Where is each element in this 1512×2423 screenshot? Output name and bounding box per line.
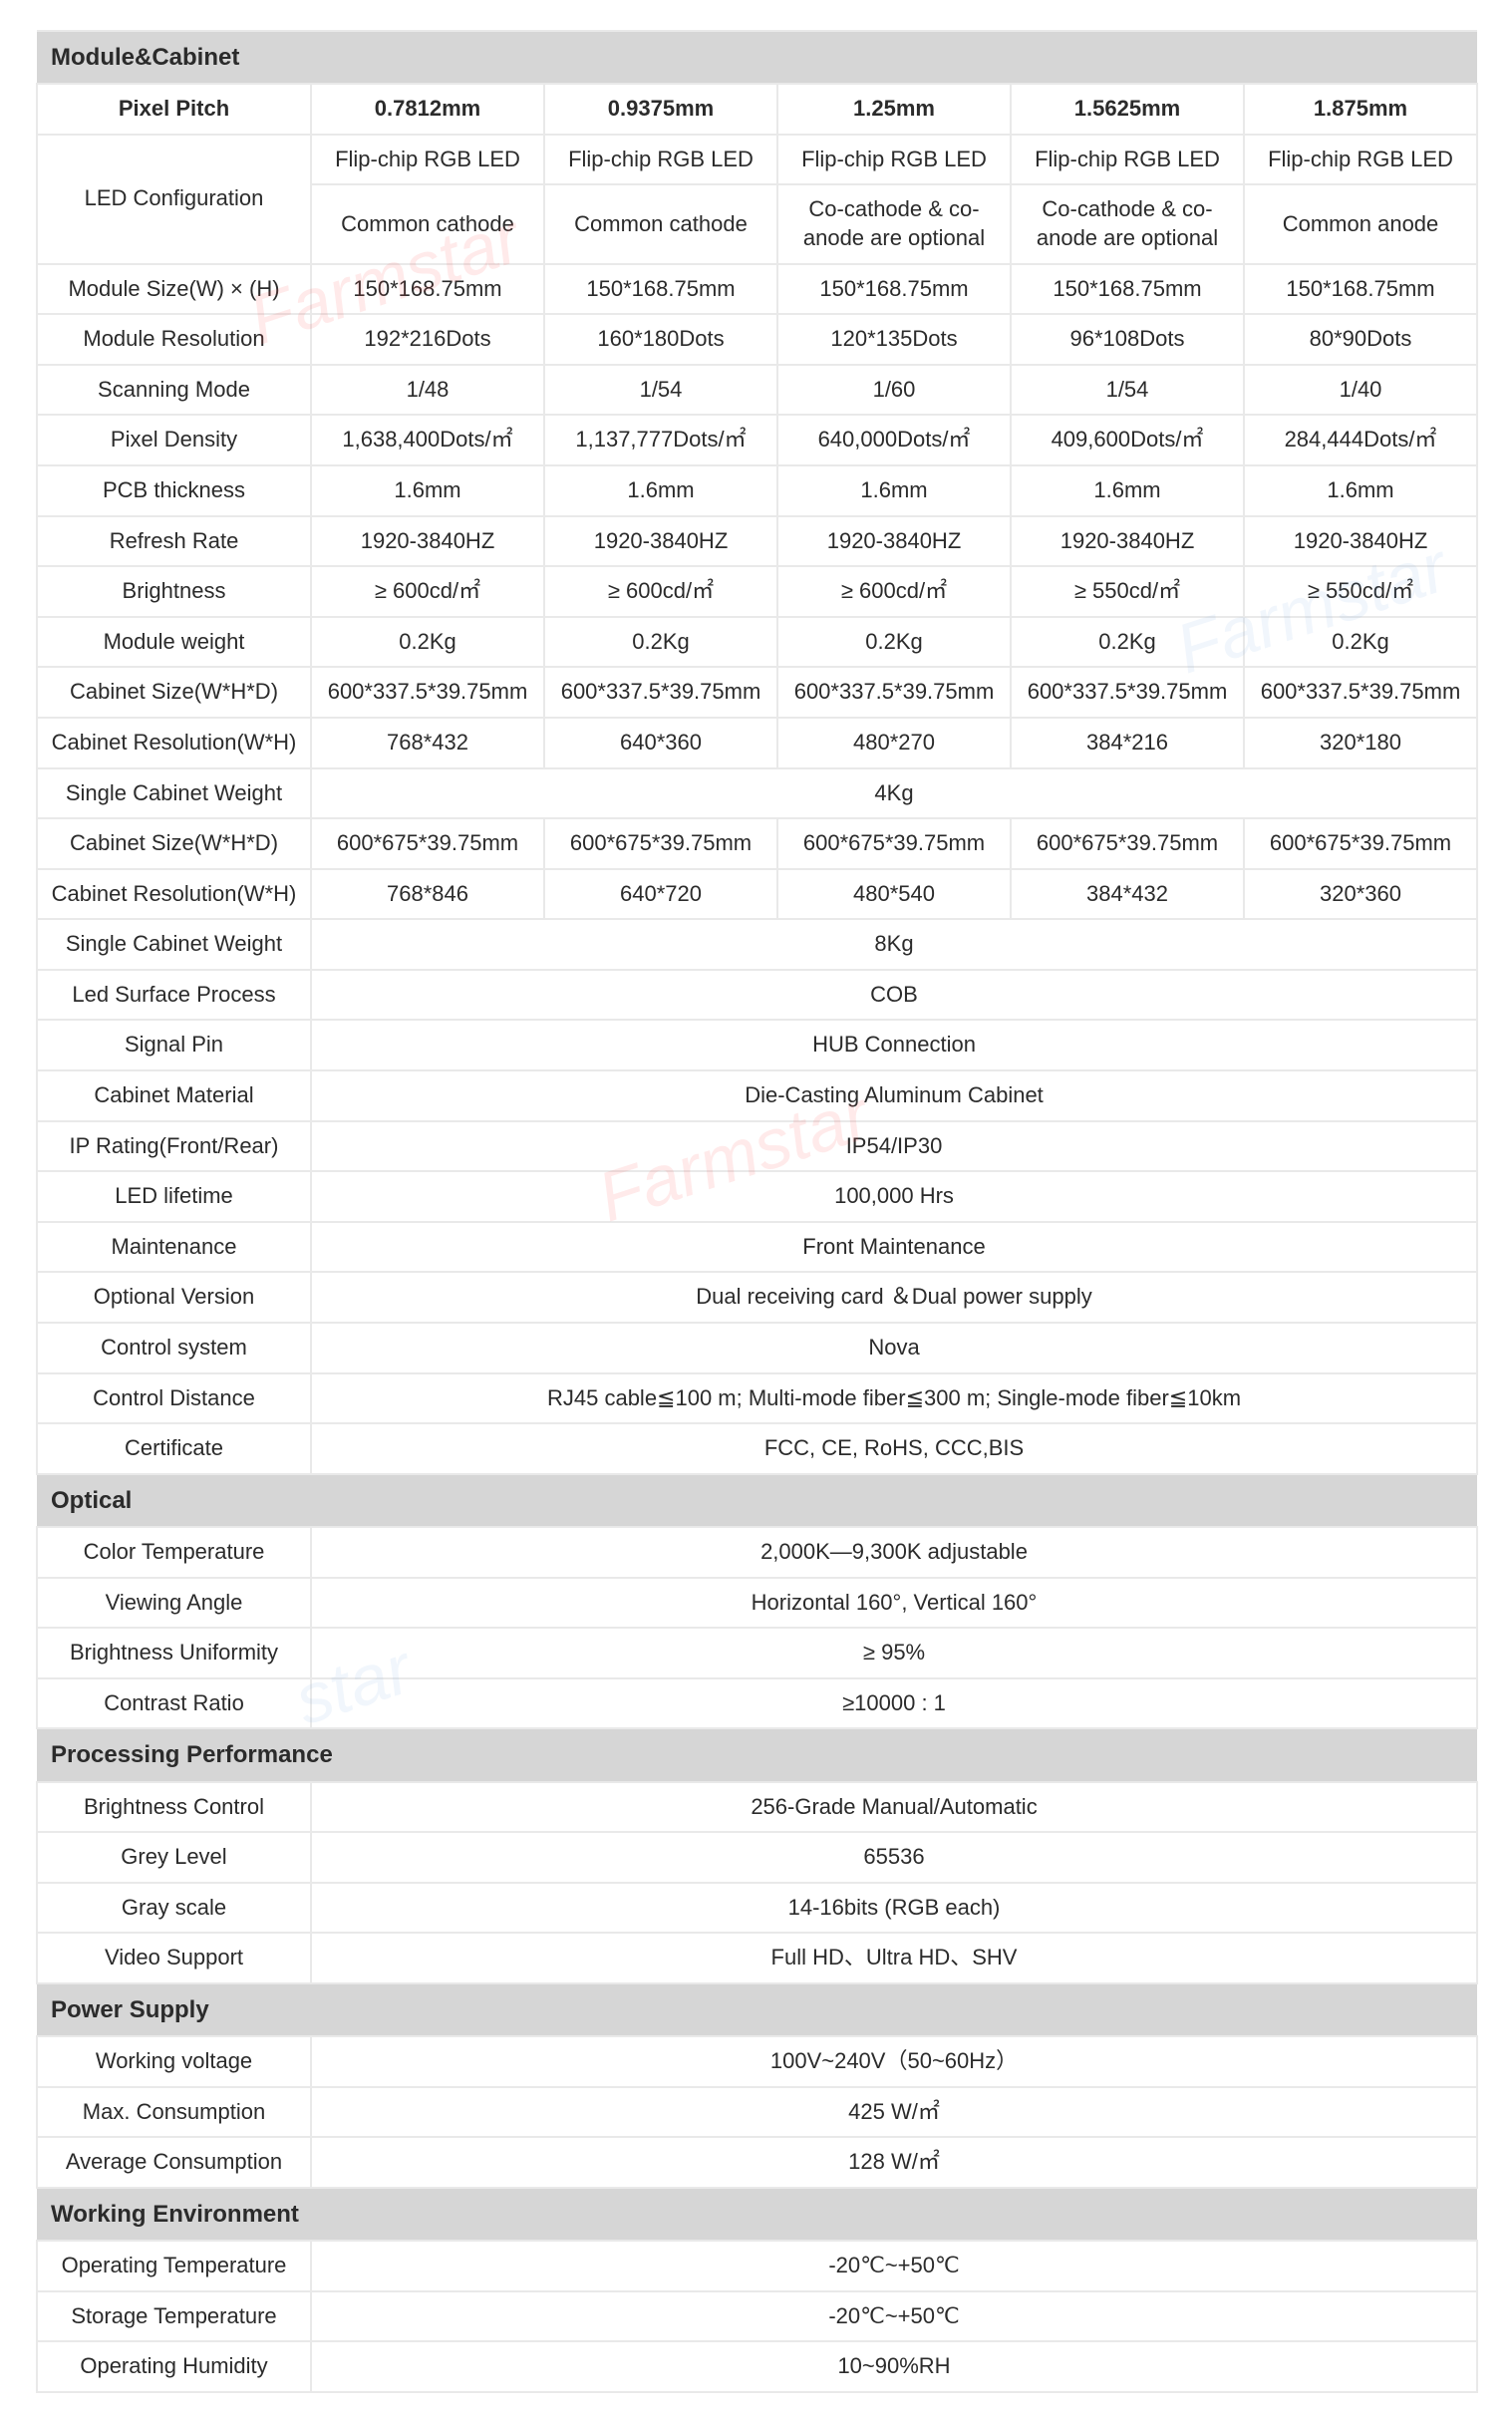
row-cabinet-size-1: Cabinet Size(W*H*D) 600*337.5*39.75mm600…: [37, 667, 1477, 718]
row-brightness-uniformity: Brightness Uniformity≥ 95%: [37, 1628, 1477, 1678]
row-max-consumption: Max. Consumption425 W/㎡: [37, 2087, 1477, 2138]
col-2: 1.25mm: [777, 84, 1011, 135]
row-viewing-angle: Viewing AngleHorizontal 160°, Vertical 1…: [37, 1578, 1477, 1629]
row-ip-rating: IP Rating(Front/Rear) IP54/IP30: [37, 1121, 1477, 1172]
header-label: Pixel Pitch: [37, 84, 311, 135]
row-avg-consumption: Average Consumption128 W/㎡: [37, 2137, 1477, 2188]
col-0: 0.7812mm: [311, 84, 544, 135]
col-1: 0.9375mm: [544, 84, 777, 135]
col-3: 1.5625mm: [1011, 84, 1244, 135]
row-pixel-density: Pixel Density 1,638,400Dots/㎡1,137,777Do…: [37, 415, 1477, 465]
header-row: Pixel Pitch 0.7812mm 0.9375mm 1.25mm 1.5…: [37, 84, 1477, 135]
led-config-label: LED Configuration: [37, 135, 311, 264]
row-gray-scale: Gray scale14-16bits (RGB each): [37, 1883, 1477, 1934]
section-environment: Working Environment: [37, 2188, 1477, 2241]
row-grey-level: Grey Level65536: [37, 1832, 1477, 1883]
row-led-config-1: LED Configuration Flip-chip RGB LED Flip…: [37, 135, 1477, 185]
row-working-voltage: Working voltage100V~240V（50~60Hz）: [37, 2036, 1477, 2087]
row-led-lifetime: LED lifetime 100,000 Hrs: [37, 1171, 1477, 1222]
section-optical: Optical: [37, 1474, 1477, 1527]
row-scanning-mode: Scanning Mode 1/481/541/601/541/40: [37, 365, 1477, 416]
row-cabinet-material: Cabinet Material Die-Casting Aluminum Ca…: [37, 1070, 1477, 1121]
row-maintenance: Maintenance Front Maintenance: [37, 1222, 1477, 1273]
row-module-size: Module Size(W) × (H) 150*168.75mm150*168…: [37, 264, 1477, 315]
section-power: Power Supply: [37, 1983, 1477, 2036]
row-cabinet-size-2: Cabinet Size(W*H*D) 600*675*39.75mm600*6…: [37, 818, 1477, 869]
row-contrast-ratio: Contrast Ratio≥10000 : 1: [37, 1678, 1477, 1729]
row-single-cabinet-weight-1: Single Cabinet Weight 4Kg: [37, 768, 1477, 819]
row-refresh-rate: Refresh Rate 1920-3840HZ1920-3840HZ1920-…: [37, 516, 1477, 567]
row-operating-temperature: Operating Temperature-20℃~+50℃: [37, 2241, 1477, 2291]
row-cabinet-resolution-2: Cabinet Resolution(W*H) 768*846640*72048…: [37, 869, 1477, 920]
row-optional-version: Optional Version Dual receiving card ＆Du…: [37, 1272, 1477, 1323]
row-cabinet-resolution-1: Cabinet Resolution(W*H) 768*432640*36048…: [37, 718, 1477, 768]
row-single-cabinet-weight-2: Single Cabinet Weight 8Kg: [37, 919, 1477, 970]
spec-table: Module&Cabinet Pixel Pitch 0.7812mm 0.93…: [36, 30, 1478, 2393]
row-brightness: Brightness ≥ 600cd/㎡≥ 600cd/㎡≥ 600cd/㎡≥ …: [37, 566, 1477, 617]
section-processing: Processing Performance: [37, 1728, 1477, 1781]
row-operating-humidity: Operating Humidity10~90%RH: [37, 2341, 1477, 2392]
row-brightness-control: Brightness Control256-Grade Manual/Autom…: [37, 1782, 1477, 1833]
row-signal-pin: Signal Pin HUB Connection: [37, 1020, 1477, 1070]
row-pcb-thickness: PCB thickness 1.6mm1.6mm1.6mm1.6mm1.6mm: [37, 465, 1477, 516]
row-control-system: Control system Nova: [37, 1323, 1477, 1373]
row-storage-temperature: Storage Temperature-20℃~+50℃: [37, 2291, 1477, 2342]
row-control-distance: Control Distance RJ45 cable≦100 m; Multi…: [37, 1373, 1477, 1424]
row-video-support: Video SupportFull HD、Ultra HD、SHV: [37, 1933, 1477, 1983]
row-module-weight: Module weight 0.2Kg0.2Kg0.2Kg0.2Kg0.2Kg: [37, 617, 1477, 668]
row-color-temperature: Color Temperature2,000K—9,300K adjustabl…: [37, 1527, 1477, 1578]
section-module-cabinet: Module&Cabinet: [37, 31, 1477, 84]
row-module-resolution: Module Resolution 192*216Dots160*180Dots…: [37, 314, 1477, 365]
row-certificate: Certificate FCC, CE, RoHS, CCC,BIS: [37, 1423, 1477, 1474]
col-4: 1.875mm: [1244, 84, 1477, 135]
row-led-surface-process: Led Surface Process COB: [37, 970, 1477, 1021]
